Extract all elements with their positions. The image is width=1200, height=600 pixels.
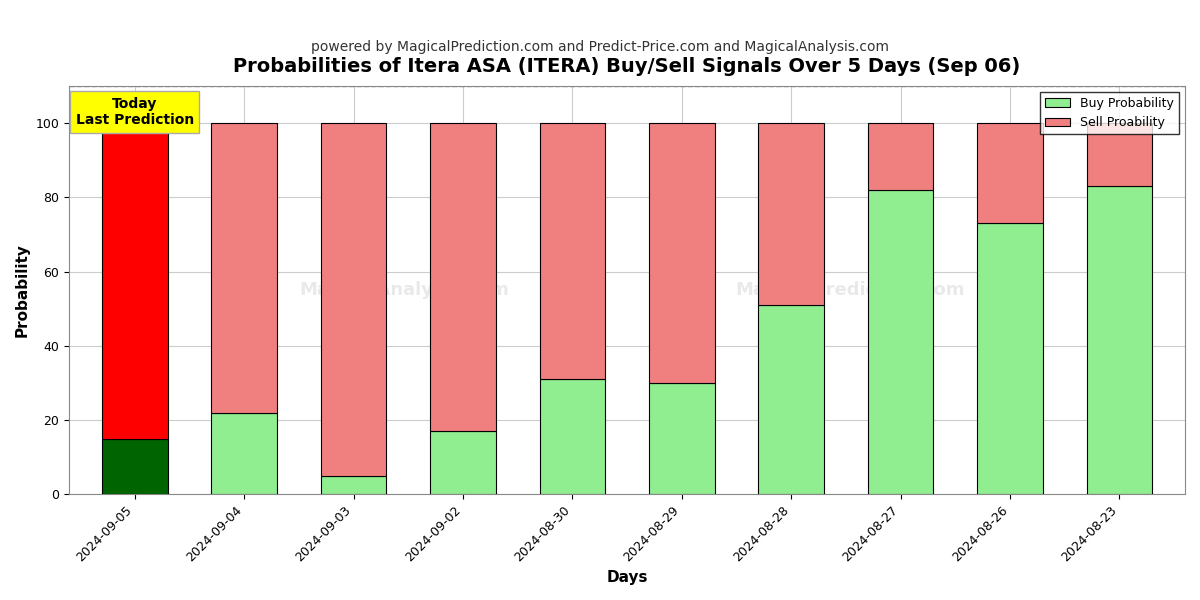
- Bar: [1086, 123, 1152, 186]
- Bar: [868, 123, 934, 190]
- Bar: [649, 383, 714, 494]
- Bar: [540, 123, 605, 379]
- Text: Today
Last Prediction: Today Last Prediction: [76, 97, 194, 127]
- Bar: [1086, 186, 1152, 494]
- Text: MagicalPrediction.com: MagicalPrediction.com: [736, 281, 965, 299]
- Bar: [102, 123, 168, 439]
- Text: MagicalAnalysis.com: MagicalAnalysis.com: [299, 281, 509, 299]
- Legend: Buy Probability, Sell Proability: Buy Probability, Sell Proability: [1040, 92, 1178, 134]
- Bar: [430, 431, 496, 494]
- Bar: [430, 123, 496, 431]
- Bar: [977, 123, 1043, 223]
- Bar: [649, 123, 714, 383]
- X-axis label: Days: Days: [606, 570, 648, 585]
- Y-axis label: Probability: Probability: [16, 243, 30, 337]
- Bar: [320, 476, 386, 494]
- Bar: [211, 123, 277, 413]
- Bar: [977, 223, 1043, 494]
- Bar: [758, 123, 824, 305]
- Bar: [758, 305, 824, 494]
- Bar: [320, 123, 386, 476]
- Text: powered by MagicalPrediction.com and Predict-Price.com and MagicalAnalysis.com: powered by MagicalPrediction.com and Pre…: [311, 40, 889, 54]
- Bar: [540, 379, 605, 494]
- Title: Probabilities of Itera ASA (ITERA) Buy/Sell Signals Over 5 Days (Sep 06): Probabilities of Itera ASA (ITERA) Buy/S…: [234, 57, 1021, 76]
- Bar: [211, 413, 277, 494]
- Bar: [102, 439, 168, 494]
- Bar: [868, 190, 934, 494]
